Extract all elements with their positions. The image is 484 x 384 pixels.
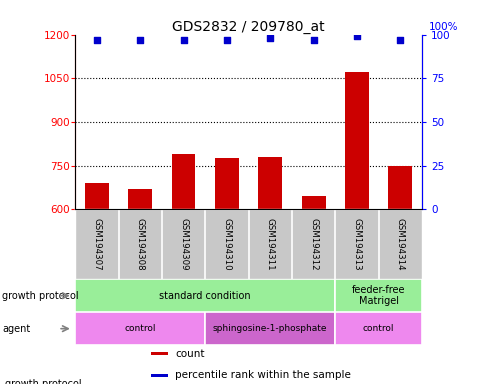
Bar bbox=[334, 312, 421, 345]
Bar bbox=[75, 312, 205, 345]
Text: 100%: 100% bbox=[428, 22, 457, 32]
Bar bbox=[344, 73, 368, 209]
Text: standard condition: standard condition bbox=[159, 291, 251, 301]
Bar bbox=[171, 154, 195, 209]
Text: feeder-free
Matrigel: feeder-free Matrigel bbox=[351, 285, 405, 306]
Text: GSM194307: GSM194307 bbox=[92, 218, 101, 271]
Bar bbox=[301, 196, 325, 209]
Text: sphingosine-1-phosphate: sphingosine-1-phosphate bbox=[212, 324, 327, 333]
Point bbox=[179, 37, 187, 43]
Text: count: count bbox=[175, 349, 204, 359]
Point bbox=[223, 37, 230, 43]
Text: control: control bbox=[124, 324, 156, 333]
Point bbox=[266, 35, 273, 41]
Bar bbox=[151, 352, 168, 355]
Bar bbox=[128, 189, 152, 209]
Bar bbox=[75, 279, 334, 312]
Text: control: control bbox=[362, 324, 393, 333]
Bar bbox=[258, 157, 282, 209]
Bar bbox=[334, 279, 421, 312]
Text: growth protocol: growth protocol bbox=[5, 379, 81, 384]
Text: GSM194309: GSM194309 bbox=[179, 218, 188, 270]
Text: GSM194308: GSM194308 bbox=[136, 218, 144, 271]
Text: GSM194314: GSM194314 bbox=[395, 218, 404, 271]
Text: percentile rank within the sample: percentile rank within the sample bbox=[175, 371, 350, 381]
Title: GDS2832 / 209780_at: GDS2832 / 209780_at bbox=[172, 20, 324, 33]
Point bbox=[395, 37, 403, 43]
Bar bbox=[85, 183, 108, 209]
Text: GSM194313: GSM194313 bbox=[352, 218, 361, 271]
Text: GSM194312: GSM194312 bbox=[308, 218, 318, 271]
Text: GSM194310: GSM194310 bbox=[222, 218, 231, 271]
Text: growth protocol: growth protocol bbox=[2, 291, 79, 301]
Text: GSM194311: GSM194311 bbox=[265, 218, 274, 271]
Point bbox=[352, 33, 360, 40]
Bar bbox=[388, 166, 411, 209]
Bar bbox=[205, 312, 334, 345]
Point bbox=[136, 37, 144, 43]
Text: agent: agent bbox=[2, 324, 30, 334]
Bar bbox=[214, 158, 238, 209]
Bar bbox=[151, 374, 168, 377]
Point bbox=[93, 37, 101, 43]
Point bbox=[309, 37, 317, 43]
